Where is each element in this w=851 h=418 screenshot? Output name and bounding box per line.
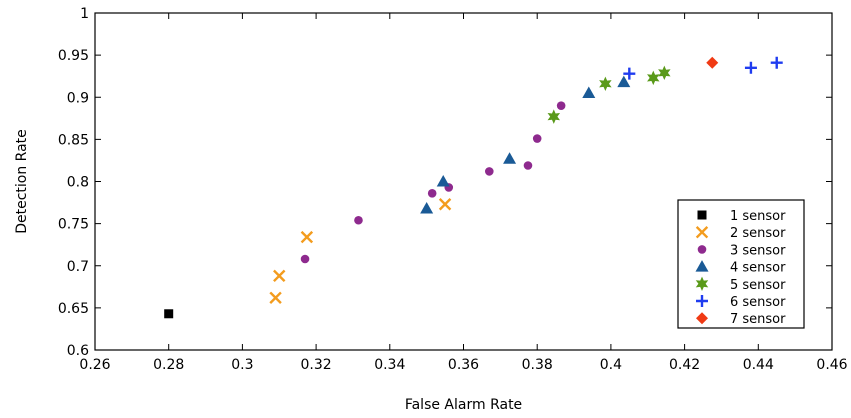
data-point <box>269 291 282 304</box>
series-3 <box>300 101 566 264</box>
x-tick-label: 0.46 <box>816 357 847 373</box>
y-tick-label: 0.75 <box>58 217 89 233</box>
y-tick-label: 0.8 <box>67 175 89 191</box>
x-tick-label: 0.44 <box>743 357 774 373</box>
legend-marker <box>697 210 707 220</box>
series-6 <box>623 56 783 80</box>
series-4 <box>420 75 631 214</box>
data-point <box>354 215 363 225</box>
y-tick-label: 0.65 <box>58 301 89 317</box>
data-point <box>532 134 542 143</box>
legend-label: 7 sensor <box>730 312 786 327</box>
data-point <box>617 75 631 88</box>
data-point <box>556 101 566 110</box>
data-point <box>273 269 286 283</box>
data-point <box>658 65 671 81</box>
legend-box <box>677 199 805 329</box>
y-tick-label: 0.85 <box>58 132 89 148</box>
axes: 0.26 0.28 0.3 0.32 0.34 0.36 0.38 0.4 0.42 0.44 0.… <box>58 6 848 373</box>
legend: 1 sensor 2 sensor 3 sensor 4 sensor 5 sensor… <box>677 199 805 329</box>
legend-label: 1 sensor <box>730 209 786 224</box>
data-point <box>438 198 452 211</box>
x-tick-label: 0.38 <box>522 357 553 373</box>
data-point <box>770 56 783 69</box>
legend-marker <box>696 312 708 325</box>
y-tick-label: 0.95 <box>58 48 89 64</box>
data-point <box>300 254 310 264</box>
y-tick-label: 1 <box>80 6 89 22</box>
series-7 <box>706 56 719 69</box>
data-point <box>599 76 612 91</box>
series-5 <box>547 65 671 124</box>
data-point <box>744 61 757 74</box>
data-point <box>523 161 533 170</box>
x-axis-label: False Alarm Rate <box>405 397 522 413</box>
legend-label: 5 sensor <box>730 278 786 293</box>
data-point <box>164 309 174 319</box>
x-tick-label: 0.4 <box>600 357 622 373</box>
legend-label: 6 sensor <box>730 295 786 310</box>
x-tick-label: 0.3 <box>231 357 253 373</box>
legend-label: 2 sensor <box>730 226 786 241</box>
data-point <box>647 70 660 86</box>
x-tick-label: 0.42 <box>669 357 700 373</box>
y-axis-label: Detection Rate <box>14 129 30 234</box>
y-tick-label: 0.7 <box>67 259 89 275</box>
legend-label: 4 sensor <box>730 261 786 276</box>
legend-marker <box>697 245 707 254</box>
y-tick-label: 0.6 <box>67 343 89 359</box>
data-point <box>300 230 314 244</box>
x-tick-label: 0.36 <box>448 357 479 373</box>
data-point <box>503 152 517 164</box>
x-tick-label: 0.26 <box>79 357 110 373</box>
data-point <box>484 167 494 176</box>
legend-marker <box>695 226 709 239</box>
data-point <box>706 56 719 69</box>
x-tick-label: 0.28 <box>153 357 184 373</box>
data-point <box>623 67 636 80</box>
legend-marker <box>695 260 709 272</box>
legend-marker <box>695 276 709 291</box>
legend-label: 3 sensor <box>730 243 786 258</box>
series-2 <box>269 198 452 304</box>
data-point <box>436 175 450 187</box>
legend-marker <box>696 295 708 307</box>
data-points <box>164 56 783 319</box>
data-point <box>582 86 596 99</box>
data-point <box>427 188 437 198</box>
y-tick-label: 0.9 <box>67 90 89 106</box>
data-point <box>420 201 434 214</box>
series-1 <box>164 309 174 319</box>
x-tick-label: 0.34 <box>374 357 405 373</box>
x-tick-label: 0.32 <box>301 357 332 373</box>
data-point <box>547 109 561 124</box>
